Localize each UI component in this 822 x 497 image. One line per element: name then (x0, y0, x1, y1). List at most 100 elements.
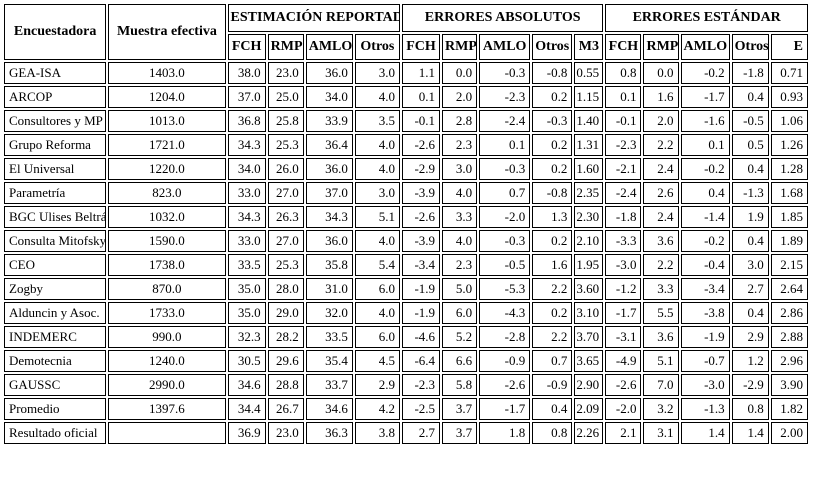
pollster-cell: Demotecnia (4, 350, 107, 372)
value-cell: 2.2 (643, 254, 679, 276)
value-cell: 3.0 (731, 254, 769, 276)
value-cell: 34.4 (227, 398, 266, 420)
value-cell: 3.8 (354, 422, 400, 444)
sample-cell: 1032.0 (108, 206, 226, 228)
value-cell: 5.8 (442, 374, 478, 396)
value-cell: 34.3 (227, 206, 266, 228)
sample-cell: 2990.0 (108, 374, 226, 396)
sample-cell: 990.0 (108, 326, 226, 348)
value-cell: 27.0 (267, 230, 304, 252)
subheader-est-otros: Otros (354, 34, 400, 60)
pollster-cell: Consulta Mitofsky (4, 230, 107, 252)
table-body: GEA-ISA 1403.0 38.0 23.0 36.0 3.0 1.1 0.0 -0.3 -0… (4, 62, 808, 444)
value-cell: -1.7 (680, 86, 730, 108)
value-cell: 2.3 (442, 134, 478, 156)
table-row: Resultado oficial 36.9 23.0 36.3 3.8 2.7 3.7 1.… (4, 422, 808, 444)
value-cell: 4.0 (442, 182, 478, 204)
value-cell: 33.0 (227, 230, 266, 252)
sample-cell: 1397.6 (108, 398, 226, 420)
value-cell: 3.5 (354, 110, 400, 132)
group-header-errores-estandar: ERRORES ESTÁNDAR (605, 4, 808, 32)
value-cell: 23.0 (267, 62, 304, 84)
value-cell: 3.60 (574, 278, 604, 300)
subheader-abs-otros: Otros (532, 34, 573, 60)
table-row: ARCOP 1204.0 37.0 25.0 34.0 4.0 0.1 2.0 -2.3 0.2 1… (4, 86, 808, 108)
value-cell: 6.6 (442, 350, 478, 372)
value-cell: 25.0 (267, 86, 304, 108)
subheader-abs-fch: FCH (401, 34, 441, 60)
value-cell: 28.8 (267, 374, 304, 396)
value-cell: 0.2 (532, 302, 573, 324)
value-cell: 1.6 (643, 86, 679, 108)
subheader-abs-rmp: RMP (442, 34, 478, 60)
value-cell: 2.1 (605, 422, 642, 444)
value-cell: 5.1 (354, 206, 400, 228)
value-cell: -2.0 (479, 206, 531, 228)
value-cell: -1.3 (731, 182, 769, 204)
value-cell: 26.0 (267, 158, 304, 180)
value-cell: 28.2 (267, 326, 304, 348)
value-cell: 2.7 (401, 422, 441, 444)
value-cell: 2.35 (574, 182, 604, 204)
value-cell: 32.0 (305, 302, 353, 324)
value-cell: -3.0 (680, 374, 730, 396)
value-cell: 0.8 (605, 62, 642, 84)
subheader-est-amlo: AMLO (305, 34, 353, 60)
pollster-cell: GAUSSC (4, 374, 107, 396)
value-cell: 1.15 (574, 86, 604, 108)
value-cell: 0.2 (532, 158, 573, 180)
value-cell: 3.3 (442, 206, 478, 228)
value-cell: -2.4 (605, 182, 642, 204)
value-cell: 5.1 (643, 350, 679, 372)
value-cell: 37.0 (305, 182, 353, 204)
value-cell: 0.0 (643, 62, 679, 84)
value-cell: 35.0 (227, 278, 266, 300)
value-cell: -3.4 (401, 254, 441, 276)
value-cell: 0.55 (574, 62, 604, 84)
value-cell: -2.6 (479, 374, 531, 396)
value-cell: 2.2 (532, 326, 573, 348)
pollster-cell: Zogby (4, 278, 107, 300)
sample-cell: 1240.0 (108, 350, 226, 372)
value-cell: -1.6 (680, 110, 730, 132)
value-cell: -2.0 (605, 398, 642, 420)
sample-cell: 1403.0 (108, 62, 226, 84)
value-cell: 33.0 (227, 182, 266, 204)
value-cell: 31.0 (305, 278, 353, 300)
value-cell: 37.0 (227, 86, 266, 108)
table-row: Consultores y MP 1013.0 36.8 25.8 33.9 3.5 -0.… (4, 110, 808, 132)
value-cell: 3.7 (442, 422, 478, 444)
value-cell: 4.0 (354, 134, 400, 156)
pollster-cell: Grupo Reforma (4, 134, 107, 156)
value-cell: 3.7 (442, 398, 478, 420)
value-cell: 1.6 (532, 254, 573, 276)
value-cell: -4.9 (605, 350, 642, 372)
value-cell: -2.3 (401, 374, 441, 396)
value-cell: 36.0 (305, 230, 353, 252)
value-cell: 34.6 (305, 398, 353, 420)
value-cell: 1.68 (770, 182, 808, 204)
value-cell: -0.2 (680, 62, 730, 84)
value-cell: 2.2 (643, 134, 679, 156)
value-cell: 7.0 (643, 374, 679, 396)
table-row: Zogby 870.0 35.0 28.0 31.0 6.0 -1.9 5.0 -5.3 2.2 3… (4, 278, 808, 300)
value-cell: 2.4 (643, 158, 679, 180)
table-row: GEA-ISA 1403.0 38.0 23.0 36.0 3.0 1.1 0.0 -0.3 -0… (4, 62, 808, 84)
value-cell: -2.6 (401, 134, 441, 156)
group-header-errores-absolutos: ERRORES ABSOLUTOS (401, 4, 604, 32)
value-cell: 30.5 (227, 350, 266, 372)
value-cell: -0.2 (680, 158, 730, 180)
value-cell: -1.8 (731, 62, 769, 84)
value-cell: 34.3 (305, 206, 353, 228)
value-cell: 6.0 (354, 278, 400, 300)
pollster-cell: CEO (4, 254, 107, 276)
subheader-abs-amlo: AMLO (479, 34, 531, 60)
value-cell: 2.4 (643, 206, 679, 228)
value-cell: 0.1 (401, 86, 441, 108)
value-cell: -3.9 (401, 230, 441, 252)
sample-cell: 1204.0 (108, 86, 226, 108)
value-cell: -3.4 (680, 278, 730, 300)
value-cell: 34.0 (305, 86, 353, 108)
value-cell: 4.0 (354, 302, 400, 324)
value-cell: 0.4 (731, 86, 769, 108)
